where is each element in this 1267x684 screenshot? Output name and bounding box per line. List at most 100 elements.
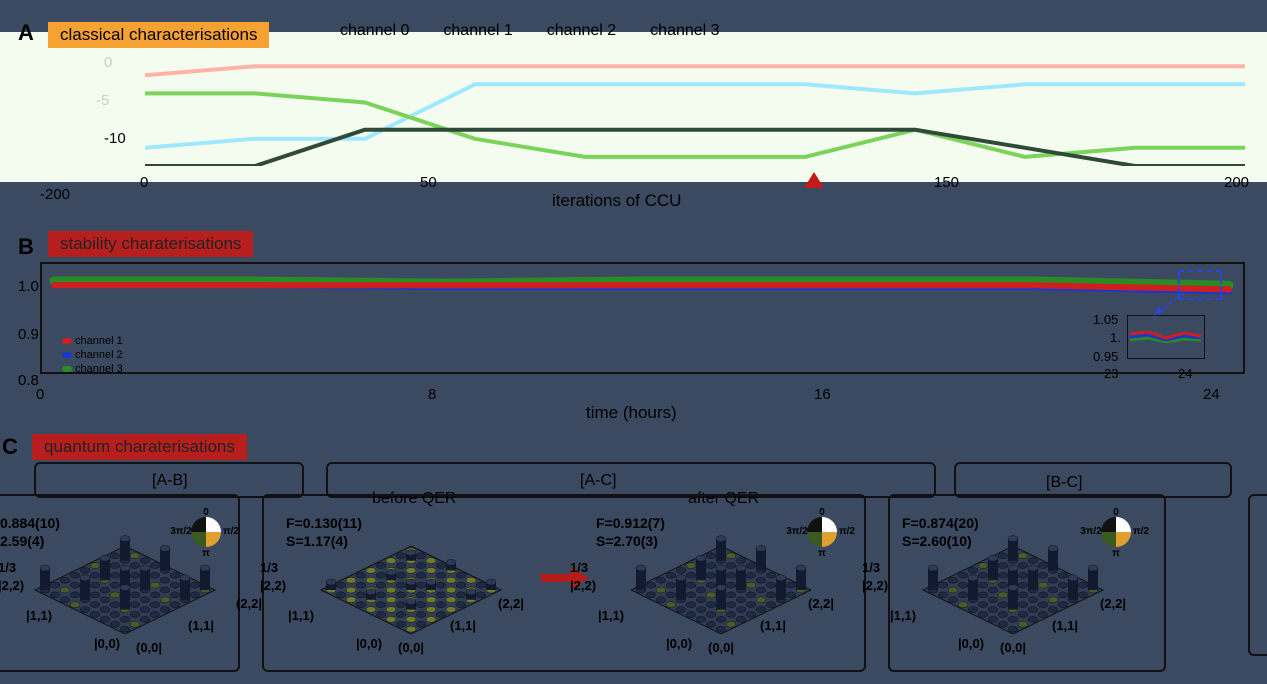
panel-b-chart [49,276,1234,295]
matrix-cell [435,572,447,579]
matrix-cell [715,616,727,623]
matrix-cell [385,596,397,604]
matrix-cell [675,567,687,574]
legend-channel-1: channel 1 [443,22,513,39]
matrix-cell [435,591,447,599]
matrix-cell [79,567,91,574]
matrix-bar [406,582,416,590]
matrix-bar-top [675,574,687,582]
matrix-bar-top [775,574,787,582]
matrix-label-bra00: (0,0| [136,640,163,655]
matrix-label-bra00: (0,0| [1000,640,1027,655]
matrix-bar [40,568,50,590]
matrix-cell [665,581,677,589]
phase-label: π/2 [223,526,239,537]
matrix-cell [997,611,1009,618]
matrix-cell [425,567,437,574]
panel-b-letter: B [18,234,34,259]
matrix-cell [109,562,121,569]
matrix-bar [696,558,706,581]
matrix-bar-top [715,584,727,591]
matrix-bar-top [1007,535,1019,542]
inset-ytick-2: 0.95 [1093,349,1119,364]
matrix-bar-top [325,578,337,586]
matrix-cell [1047,606,1059,613]
panel-a-ytick-1: -5 [96,92,110,109]
matrix-bar-top [365,588,377,596]
matrix-label-bra11: (1,1| [1052,618,1079,633]
matrix-bar [716,538,726,561]
box-bc-frame [888,494,1166,672]
matrix-cell [1037,591,1049,599]
phase-label: 0 [819,507,825,518]
matrix-cell [415,620,427,628]
panel-a-left-tick: -200 [40,186,71,203]
matrix-cell [957,572,969,579]
matrix-cell [445,586,457,594]
matrix-cell [997,591,1009,599]
matrix-bar [1008,587,1018,610]
matrix-cell [355,572,367,579]
matrix-cell [149,581,161,589]
matrix-cell [947,586,959,594]
matrix-cell [375,572,387,579]
matrix-cell [99,606,111,613]
matrix-cell [1077,581,1089,589]
matrix-cell [445,606,457,613]
matrix-cell [645,591,657,599]
matrix-cell [755,596,767,604]
matrix-bar [386,572,396,581]
matrix-bar-top [755,545,767,552]
matrix-cell [395,611,407,618]
matrix-cell [345,596,357,604]
matrix-bar [446,562,456,571]
matrix-cell [139,557,151,564]
matrix-cell [69,601,81,608]
matrix-cell [99,616,111,623]
panel-a-xtick-1: 50 [420,174,437,191]
matrix-cell [685,562,697,569]
matrix-bar-top [1027,564,1039,572]
zoom-arrow-icon [1154,292,1185,316]
matrix-cell [395,620,407,628]
matrix-label-third: 1/3 [570,560,589,575]
panel-b-zoom-box [1178,270,1222,300]
matrix-cell [119,616,131,623]
matrix-cell [129,601,141,608]
matrix-bar [466,591,476,600]
matrix-bar-top [635,564,647,572]
matrix-cell [335,581,347,589]
matrix-cell [695,616,707,623]
matrix-cell [1047,576,1059,584]
density-matrix-ac-after [629,535,813,635]
matrix-cell [997,601,1009,608]
matrix-cell [375,601,387,608]
matrix-label-ket22: |2,2) [570,578,597,593]
matrix-cell [1047,596,1059,604]
matrix-cell [375,562,387,569]
matrix-bar-top [485,578,497,586]
matrix-cell [149,611,161,618]
matrix-cell [987,606,999,613]
matrix-bar-top [445,559,457,566]
matrix-cell [395,591,407,599]
matrix-cell [109,620,121,628]
matrix-cell [129,552,141,560]
matrix-cell [435,601,447,608]
matrix-cell [59,596,71,604]
matrix-label-bra11: (1,1| [760,618,787,633]
panel-a-tag: classical characterisations [48,22,270,48]
matrix-cell [355,581,367,589]
matrix-cell [765,581,777,589]
matrix-bar [676,577,686,600]
panel-c-letter: C [2,434,18,459]
density-matrix-ac-before [319,545,503,635]
matrix-cell [425,606,437,613]
matrix-cell [169,591,181,599]
matrix-cell [695,586,707,594]
legend-b-channel-2: channel 2 [62,348,123,362]
matrix-cell [997,562,1009,569]
matrix-cell [89,572,101,579]
matrix-cell [79,606,91,613]
matrix-cell [685,591,697,599]
